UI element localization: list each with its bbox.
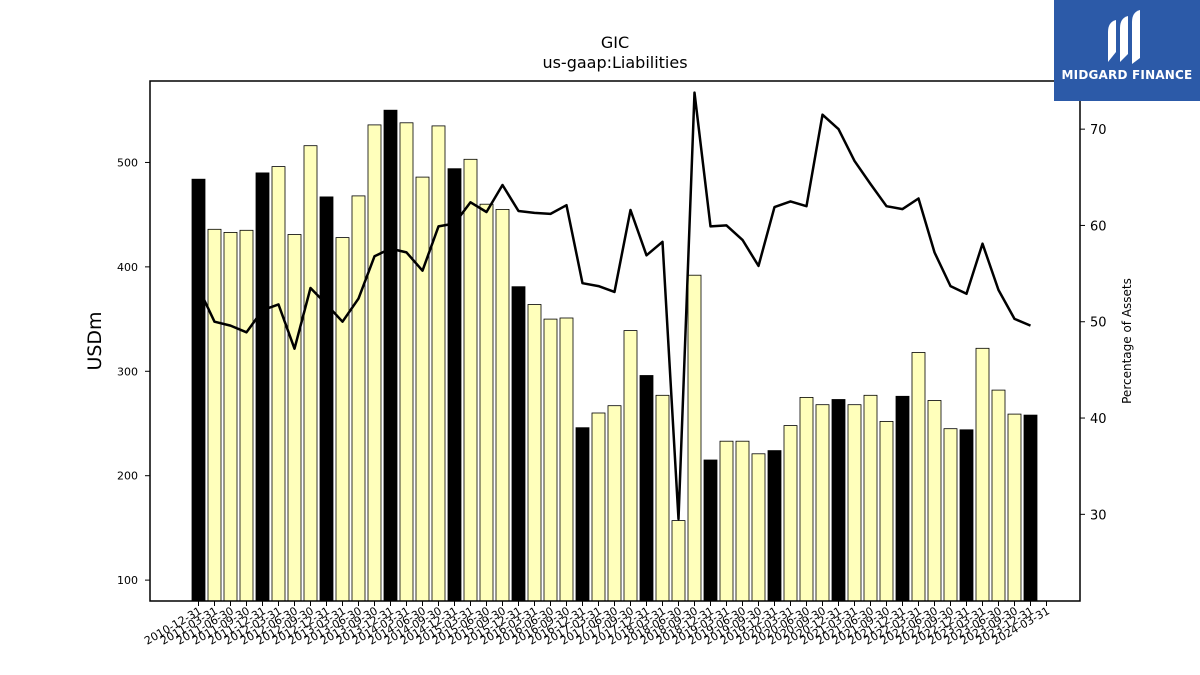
bar-2018-03-31	[655, 394, 670, 602]
percentage-line	[197, 91, 1031, 521]
bar-2022-09-30	[943, 428, 958, 602]
bar-2012-03-31	[271, 166, 286, 602]
bar-2013-12-31	[383, 109, 398, 602]
midgard-finance-logo: MIDGARD FINANCE	[1054, 0, 1200, 101]
bar-2021-12-31	[895, 395, 910, 602]
bar-2015-12-31	[511, 286, 526, 602]
bar-2015-09-30	[495, 208, 510, 602]
y-axis-right: 30 40 50 60 70	[1080, 123, 1107, 523]
bar-2017-03-31	[591, 412, 606, 602]
chart-subtitle: us-gaap:Liabilities	[542, 53, 687, 72]
bar-2019-06-30	[735, 440, 750, 602]
bar-2017-09-30	[623, 330, 638, 602]
bar-2021-09-30	[879, 420, 894, 602]
y2-tick-label: 60	[1090, 219, 1107, 234]
bar-2014-09-30	[431, 125, 446, 602]
bar-2022-06-30	[927, 400, 942, 602]
y2-tick-label: 40	[1090, 412, 1107, 427]
logo-mark-icon	[1108, 10, 1140, 64]
bar-2020-12-31	[831, 399, 846, 602]
bar-group	[191, 109, 1038, 602]
bar-2019-09-30	[751, 453, 766, 602]
bar-2011-12-31	[255, 172, 270, 602]
bar-2010-12-31	[191, 178, 206, 602]
bar-2020-06-30	[799, 396, 814, 602]
bar-2012-12-31	[319, 196, 334, 602]
bar-2014-03-31	[399, 122, 414, 602]
bar-2011-06-30	[223, 231, 238, 602]
bar-2020-03-31	[783, 425, 798, 602]
bar-2013-09-30	[367, 124, 382, 602]
bar-2013-03-31	[335, 237, 350, 602]
y-tick-label: 200	[117, 470, 138, 483]
bar-2016-09-30	[559, 317, 574, 602]
chart-title: GIC	[601, 33, 629, 52]
line-group	[197, 91, 1031, 521]
bar-2014-06-30	[415, 176, 430, 602]
y-axis-label: USDm	[84, 311, 106, 370]
y2-tick-label: 30	[1090, 508, 1107, 523]
y2-axis-label: Percentage of Assets	[1120, 278, 1134, 404]
bar-2014-12-31	[447, 168, 462, 602]
bar-2022-12-31	[959, 429, 974, 602]
y-tick-label: 100	[117, 574, 138, 587]
bar-2019-12-31	[767, 450, 782, 602]
bar-2011-09-30	[239, 229, 254, 602]
bar-2013-06-30	[351, 195, 366, 602]
y-tick-label: 400	[117, 261, 138, 274]
bar-2023-03-31	[975, 347, 990, 602]
bar-2018-12-31	[703, 459, 718, 602]
bar-2012-06-30	[287, 234, 302, 602]
bar-2021-06-30	[863, 394, 878, 602]
y2-tick-label: 50	[1090, 316, 1107, 331]
bar-2022-03-31	[911, 352, 926, 602]
y-tick-label: 300	[117, 365, 138, 378]
bar-2015-03-31	[463, 158, 478, 602]
bar-2016-03-31	[527, 304, 542, 602]
bar-2015-06-30	[479, 203, 494, 602]
x-axis: 2010-12-312011-03-312011-06-302011-09-30…	[142, 601, 1052, 648]
bar-2023-12-31	[1023, 414, 1038, 602]
y2-tick-label: 70	[1090, 123, 1107, 138]
bar-2017-06-30	[607, 405, 622, 602]
logo-text: MIDGARD FINANCE	[1061, 68, 1193, 82]
bar-2017-12-31	[639, 375, 654, 602]
bar-2021-03-31	[847, 404, 862, 602]
y-axis-left: 100 200 300 400 500	[117, 156, 150, 587]
bar-2019-03-31	[719, 440, 734, 602]
bar-2011-03-31	[207, 228, 222, 602]
bar-2023-09-30	[1007, 413, 1022, 602]
bar-2018-06-30	[671, 520, 686, 602]
bar-2020-09-30	[815, 404, 830, 602]
y-tick-label: 500	[117, 156, 138, 169]
bar-2016-06-30	[543, 318, 558, 602]
bar-2012-09-30	[303, 145, 318, 602]
bar-2023-06-30	[991, 389, 1006, 602]
bar-2016-12-31	[575, 427, 590, 602]
bar-2018-09-30	[687, 274, 702, 602]
